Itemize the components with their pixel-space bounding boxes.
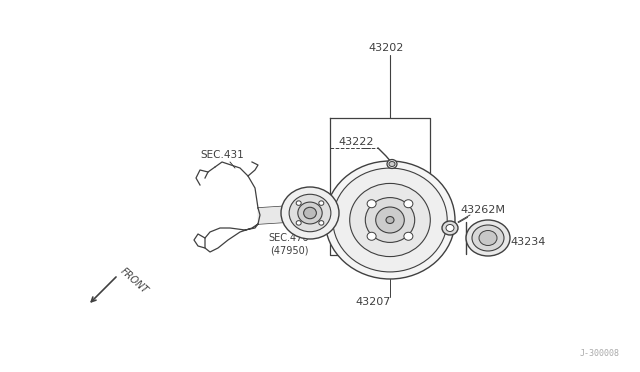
- Ellipse shape: [296, 201, 301, 205]
- Ellipse shape: [367, 232, 376, 240]
- Ellipse shape: [404, 232, 413, 240]
- Ellipse shape: [289, 194, 331, 232]
- Ellipse shape: [333, 168, 447, 272]
- Ellipse shape: [466, 220, 510, 256]
- Text: 43262M: 43262M: [460, 205, 505, 215]
- Ellipse shape: [389, 161, 395, 167]
- Ellipse shape: [387, 160, 397, 169]
- Text: FRONT: FRONT: [118, 266, 150, 296]
- Text: 43207: 43207: [355, 297, 390, 307]
- Ellipse shape: [319, 201, 324, 205]
- Polygon shape: [258, 205, 305, 224]
- Ellipse shape: [303, 207, 316, 219]
- Text: (47950): (47950): [270, 245, 308, 255]
- Ellipse shape: [386, 217, 394, 224]
- Ellipse shape: [298, 202, 322, 224]
- Ellipse shape: [442, 221, 458, 235]
- Ellipse shape: [376, 207, 404, 233]
- Text: J-300008: J-300008: [580, 349, 620, 358]
- Ellipse shape: [296, 221, 301, 225]
- Ellipse shape: [404, 200, 413, 208]
- Ellipse shape: [319, 221, 324, 225]
- Text: SEC.476: SEC.476: [268, 233, 308, 243]
- Ellipse shape: [479, 231, 497, 246]
- Text: 43222: 43222: [338, 137, 374, 147]
- Ellipse shape: [472, 225, 504, 251]
- Ellipse shape: [365, 198, 415, 243]
- Ellipse shape: [349, 183, 430, 257]
- Text: SEC.431: SEC.431: [200, 150, 244, 160]
- Ellipse shape: [281, 187, 339, 239]
- Ellipse shape: [446, 224, 454, 231]
- Text: 43202: 43202: [368, 43, 403, 53]
- Ellipse shape: [325, 161, 455, 279]
- Ellipse shape: [367, 200, 376, 208]
- Text: 43234: 43234: [510, 237, 545, 247]
